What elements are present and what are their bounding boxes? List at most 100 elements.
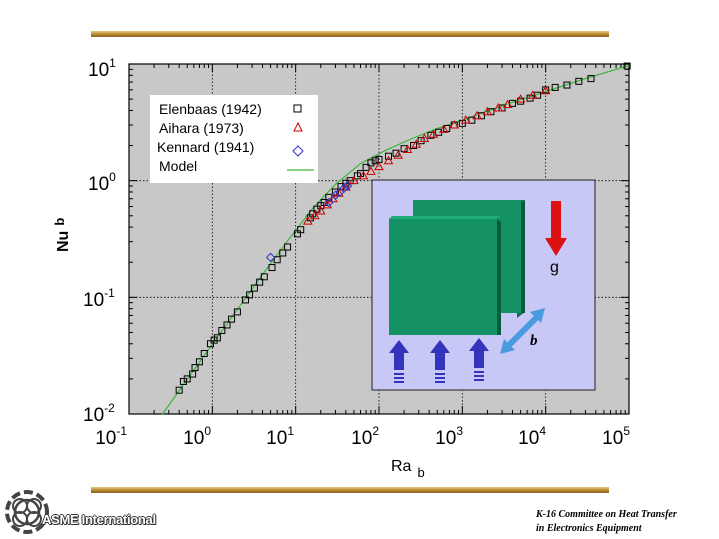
kennard-point [339, 183, 349, 194]
data-markers [175, 62, 631, 394]
aihara-point [527, 90, 538, 99]
elenbaas-point [183, 375, 191, 383]
aihara-point [493, 102, 504, 112]
y-tick-label: 100 [88, 170, 116, 195]
y-tick-label: 101 [88, 56, 116, 81]
elenbaas-point [218, 326, 226, 334]
elenbaas-point [384, 152, 392, 160]
spacing-arrow-head-top [530, 308, 545, 323]
aihara-point [315, 205, 326, 215]
x-tick-labels: 10-1 100 101 102 103 104 105 [95, 424, 630, 449]
aihara-point [310, 210, 320, 220]
top-gold-rule [91, 31, 609, 37]
elenbaas-point [213, 334, 221, 342]
x-tick-label: 104 [518, 424, 546, 449]
aihara-point [358, 170, 369, 180]
front-plate-top [389, 216, 500, 219]
x-axis-title: Ra b [391, 458, 425, 480]
aihara-point [482, 106, 493, 116]
aihara-point [374, 161, 384, 171]
spacing-arrow-shaft [505, 313, 541, 349]
aihara-point [419, 133, 430, 142]
x-tick-label: 100 [183, 424, 211, 449]
aihara-point [449, 119, 460, 129]
aihara-point [540, 85, 551, 95]
elenbaas-point [223, 321, 231, 329]
kennard-point [265, 252, 276, 263]
aihara-point [502, 99, 513, 108]
elenbaas-point [279, 249, 287, 257]
asme-logo-icon [5, 490, 49, 534]
front-plate-edge [497, 219, 501, 335]
elenbaas-point [575, 77, 583, 85]
legend-marker-diamond [292, 145, 304, 157]
legend-label-aihara: Aihara (1973) [159, 120, 244, 136]
elenbaas-point [273, 256, 281, 264]
spacing-arrow-head-bottom [500, 339, 515, 354]
aihara-point [472, 110, 482, 120]
elenbaas-point [228, 315, 236, 323]
legend-label-kennard: Kennard (1941) [157, 139, 254, 155]
legend-label-model: Model [159, 158, 197, 174]
elenbaas-point [427, 131, 435, 139]
aihara-point [515, 94, 526, 103]
aihara-point [411, 139, 422, 148]
kennard-point [342, 181, 353, 191]
y-tick-label: 10-2 [83, 401, 115, 426]
back-plate-edge [521, 200, 525, 313]
asme-international-wordmark: ASME International [42, 512, 156, 527]
elenbaas-point [191, 364, 199, 372]
aihara-point [349, 175, 359, 185]
aihara-point [302, 216, 313, 225]
elenbaas-point [260, 273, 268, 281]
gravity-arrow-head [545, 238, 567, 256]
elenbaas-point [371, 157, 379, 165]
aihara-point [460, 115, 471, 124]
kennard-point [324, 197, 334, 208]
gravity-label: g [550, 259, 559, 276]
front-plate [389, 219, 497, 335]
elenbaas-point [587, 75, 595, 83]
elenbaas-point [284, 243, 292, 251]
legend-box [150, 95, 318, 183]
aihara-point [322, 199, 333, 209]
flow-arrow-up [389, 340, 409, 383]
elenbaas-point [563, 81, 571, 89]
legend-marker-triangle [293, 121, 303, 132]
y-tick-label: 10-1 [83, 286, 115, 311]
committee-line-1: K-16 Committee on Heat Transfer [536, 509, 677, 520]
elenbaas-point [410, 142, 418, 150]
elenbaas-point [367, 159, 375, 167]
elenbaas-point [241, 296, 249, 304]
x-tick-label: 102 [351, 424, 379, 449]
elenbaas-point [256, 278, 264, 286]
legend: Elenbaas (1942) Aihara (1973) Kennard (1… [150, 95, 318, 183]
elenbaas-point [200, 350, 208, 358]
elenbaas-point [468, 116, 476, 124]
axis-ticks [128, 64, 629, 415]
flow-arrow-up [430, 340, 450, 383]
bottom-gold-rule [91, 487, 609, 493]
gravity-arrow-shaft [551, 201, 561, 239]
spacing-label: b [530, 333, 538, 349]
elenbaas-point [206, 340, 214, 348]
legend-marker-square [293, 104, 302, 113]
elenbaas-point [417, 137, 425, 145]
legend-label-elenbaas: Elenbaas (1942) [159, 101, 262, 117]
y-axis-title: Nub [52, 218, 72, 252]
x-tick-label: 105 [602, 424, 630, 449]
elenbaas-point [362, 163, 370, 171]
x-tick-label: 101 [266, 424, 294, 449]
channel-schematic-inset: g b [371, 179, 596, 391]
elenbaas-point [246, 291, 254, 299]
aihara-point [393, 150, 404, 159]
x-tick-label: 10-1 [95, 424, 127, 449]
y-tick-labels: 10-2 10-1 100 101 [83, 56, 116, 426]
elenbaas-point [233, 308, 241, 316]
elenbaas-point [623, 62, 631, 70]
elenbaas-point [195, 358, 203, 366]
flow-arrow-up [469, 338, 489, 381]
committee-line-2: in Electronics Equipment [536, 523, 642, 534]
aihara-point [428, 129, 439, 138]
